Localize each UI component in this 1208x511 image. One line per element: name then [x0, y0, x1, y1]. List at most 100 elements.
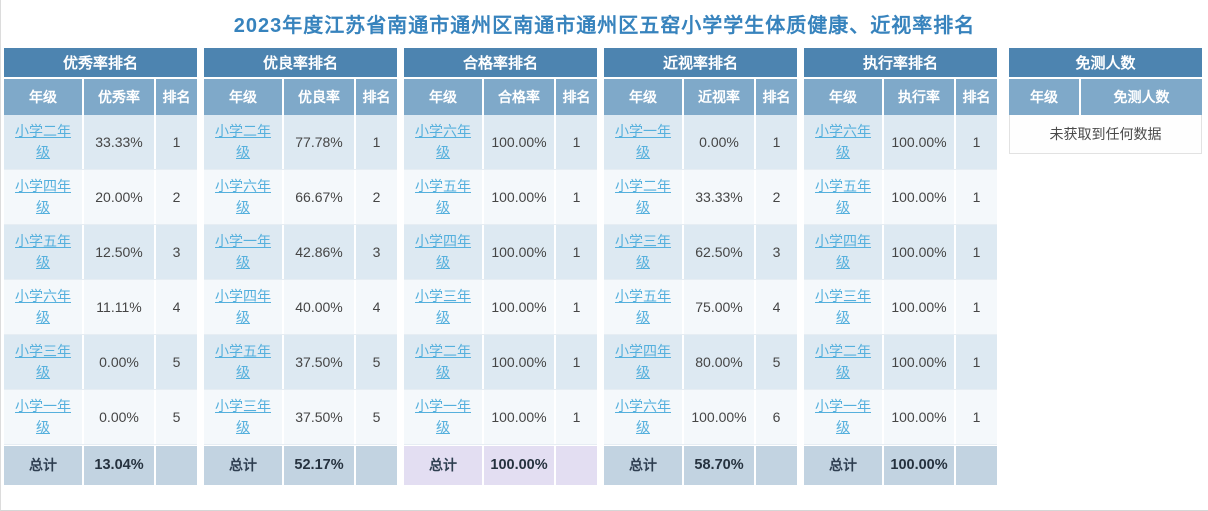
- grade-link[interactable]: 小学三年级: [215, 398, 271, 435]
- table-body: 小学一年级 0.00% 1 小学二年级 33.33% 2 小学三年级 62.50% 3 小学五年级…: [604, 115, 797, 445]
- footer-total-label: 总计: [204, 446, 284, 485]
- rank-cell: 1: [572, 133, 581, 150]
- grade-cell: 小学三年级: [204, 390, 284, 444]
- footer-rank-cell: [956, 446, 997, 485]
- rank-cell: 2: [172, 188, 181, 205]
- grade-link[interactable]: 小学四年级: [815, 233, 871, 270]
- table-row: 小学四年级 80.00% 5: [604, 335, 797, 390]
- grade-link[interactable]: 小学一年级: [415, 398, 471, 435]
- column-header: 合格率: [484, 79, 556, 115]
- rank-cell: 4: [772, 298, 781, 315]
- table-row: 小学二年级 100.00% 1: [404, 335, 597, 390]
- grade-link[interactable]: 小学三年级: [415, 288, 471, 325]
- rank-cell: 2: [772, 188, 781, 205]
- rank-cell: 2: [372, 188, 381, 205]
- grade-link[interactable]: 小学二年级: [215, 123, 271, 160]
- table-row: 小学六年级 100.00% 1: [404, 115, 597, 170]
- grade-link[interactable]: 小学三年级: [615, 233, 671, 270]
- value-cell: 100.00%: [884, 225, 956, 279]
- footer-rank-cell: [156, 446, 197, 485]
- footer-total-label: 总计: [804, 446, 884, 485]
- value-cell: 37.50%: [284, 390, 356, 444]
- grade-link[interactable]: 小学一年级: [615, 123, 671, 160]
- rank-cell: 1: [572, 408, 581, 425]
- table-title: 近视率排名: [604, 48, 797, 79]
- table-row: 小学六年级 100.00% 1: [804, 115, 997, 170]
- column-header-row: 年级 免测人数: [1009, 79, 1202, 115]
- column-header-row: 年级 合格率 排名: [404, 79, 597, 115]
- footer-total-value: 100.00%: [484, 446, 556, 485]
- column-header-row: 年级 近视率 排名: [604, 79, 797, 115]
- grade-link[interactable]: 小学四年级: [415, 233, 471, 270]
- grade-link[interactable]: 小学二年级: [615, 178, 671, 215]
- table-footer: 总计 58.70%: [604, 446, 797, 485]
- grade-cell: 小学四年级: [204, 280, 284, 334]
- grade-link[interactable]: 小学四年级: [615, 343, 671, 380]
- table-row: 小学五年级 100.00% 1: [804, 170, 997, 225]
- grade-cell: 小学二年级: [404, 335, 484, 389]
- grade-cell: 小学一年级: [804, 390, 884, 444]
- table-footer: 总计 52.17%: [204, 446, 397, 485]
- grade-link[interactable]: 小学六年级: [215, 178, 271, 215]
- column-header: 年级: [404, 79, 484, 115]
- column-header-row: 年级 优良率 排名: [204, 79, 397, 115]
- value-cell: 100.00%: [484, 390, 556, 444]
- rank-table: 优良率排名 年级 优良率 排名 小学二年级 77.78% 1 小学六年级 66.67% 2 小学一年…: [204, 48, 397, 485]
- value-cell: 33.33%: [684, 170, 756, 224]
- grade-link[interactable]: 小学六年级: [15, 288, 71, 325]
- grade-link[interactable]: 小学五年级: [415, 178, 471, 215]
- grade-link[interactable]: 小学六年级: [615, 398, 671, 435]
- grade-link[interactable]: 小学二年级: [15, 123, 71, 160]
- value-cell: 100.00%: [884, 390, 956, 444]
- table-row: 小学三年级 37.50% 5: [204, 390, 397, 445]
- footer-total-value: 100.00%: [884, 446, 956, 485]
- grade-cell: 小学六年级: [404, 115, 484, 169]
- value-cell: 0.00%: [684, 115, 756, 169]
- rank-table: 执行率排名 年级 执行率 排名 小学六年级 100.00% 1 小学五年级 100.00% 1 小学…: [804, 48, 997, 485]
- grade-link[interactable]: 小学一年级: [215, 233, 271, 270]
- grade-link[interactable]: 小学四年级: [215, 288, 271, 325]
- grade-link[interactable]: 小学五年级: [615, 288, 671, 325]
- grade-link[interactable]: 小学五年级: [215, 343, 271, 380]
- table-title: 优良率排名: [204, 48, 397, 79]
- grade-link[interactable]: 小学一年级: [15, 398, 71, 435]
- grade-cell: 小学五年级: [404, 170, 484, 224]
- table-row: 小学三年级 100.00% 1: [404, 280, 597, 335]
- rank-cell: 1: [972, 188, 981, 205]
- grade-link[interactable]: 小学一年级: [815, 398, 871, 435]
- table-body: 小学六年级 100.00% 1 小学五年级 100.00% 1 小学四年级 100.00% 1 小…: [804, 115, 997, 445]
- table-title: 优秀率排名: [4, 48, 197, 79]
- value-cell: 20.00%: [84, 170, 156, 224]
- footer-rank-cell: [556, 446, 597, 485]
- rank-cell: 1: [972, 408, 981, 425]
- value-cell: 100.00%: [884, 115, 956, 169]
- grade-link[interactable]: 小学五年级: [15, 233, 71, 270]
- grade-link[interactable]: 小学六年级: [815, 123, 871, 160]
- grade-link[interactable]: 小学二年级: [815, 343, 871, 380]
- grade-link[interactable]: 小学六年级: [415, 123, 471, 160]
- table-row: 小学三年级 62.50% 3: [604, 225, 797, 280]
- table-row: 小学五年级 12.50% 3: [4, 225, 197, 280]
- rank-cell: 5: [372, 408, 381, 425]
- footer-total-value: 58.70%: [684, 446, 756, 485]
- value-cell: 100.00%: [884, 280, 956, 334]
- table-row: 小学三年级 0.00% 5: [4, 335, 197, 390]
- value-cell: 66.67%: [284, 170, 356, 224]
- grade-link[interactable]: 小学三年级: [15, 343, 71, 380]
- value-cell: 100.00%: [884, 170, 956, 224]
- table-row: 小学二年级 33.33% 2: [604, 170, 797, 225]
- column-header: 排名: [162, 89, 191, 105]
- table-body: 小学二年级 77.78% 1 小学六年级 66.67% 2 小学一年级 42.86% 3 小学四年…: [204, 115, 397, 445]
- footer-rank-cell: [356, 446, 397, 485]
- grade-link[interactable]: 小学五年级: [815, 178, 871, 215]
- grade-link[interactable]: 小学三年级: [815, 288, 871, 325]
- rank-cell: 1: [372, 133, 381, 150]
- grade-link[interactable]: 小学二年级: [415, 343, 471, 380]
- grade-cell: 小学六年级: [4, 280, 84, 334]
- grade-cell: 小学六年级: [804, 115, 884, 169]
- rank-cell: 1: [972, 353, 981, 370]
- grade-link[interactable]: 小学四年级: [15, 178, 71, 215]
- footer-rank-cell: [756, 446, 797, 485]
- rank-table: 优秀率排名 年级 优秀率 排名 小学二年级 33.33% 1 小学四年级 20.00% 2 小学五年…: [4, 48, 197, 485]
- table-title: 免测人数: [1009, 48, 1202, 79]
